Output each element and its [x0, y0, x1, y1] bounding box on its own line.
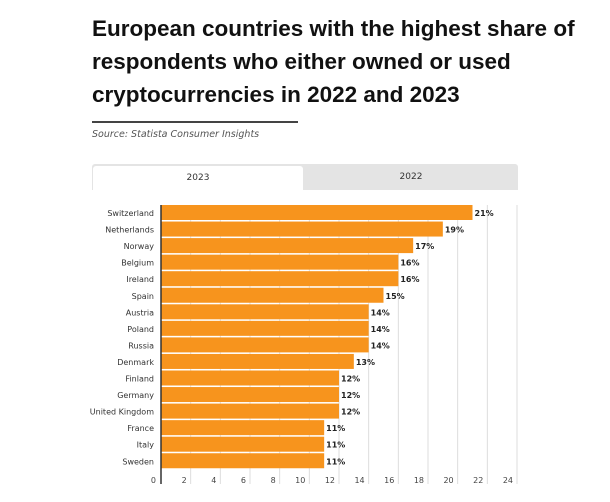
title-divider: [92, 121, 298, 123]
data-label: 21%: [475, 209, 494, 218]
x-tick-label: 0: [151, 476, 156, 485]
data-label: 16%: [400, 259, 419, 268]
data-label: 13%: [356, 358, 375, 367]
category-label: Poland: [127, 325, 154, 334]
x-tick-label: 22: [473, 476, 483, 485]
x-tick-label: 18: [414, 476, 424, 485]
chart-title: European countries with the highest shar…: [92, 16, 575, 107]
data-label: 11%: [326, 441, 345, 450]
bar: [161, 320, 369, 336]
data-label: 12%: [341, 391, 360, 400]
data-label: 14%: [371, 325, 390, 334]
bar: [161, 271, 399, 287]
category-label: Netherlands: [105, 226, 154, 235]
data-label: 12%: [341, 408, 360, 417]
x-tick-label: 8: [271, 476, 276, 485]
header: European countries with the highest shar…: [92, 12, 602, 141]
bar: [161, 205, 473, 220]
bar: [161, 304, 369, 320]
bar: [161, 370, 339, 386]
x-tick-label: 12: [325, 476, 335, 485]
category-label: Italy: [137, 441, 155, 450]
bar: [161, 221, 443, 237]
bar: [161, 353, 354, 369]
bar: [161, 337, 369, 353]
category-label: Switzerland: [107, 209, 154, 218]
x-tick-label: 2: [182, 476, 187, 485]
tab-2022[interactable]: 2022: [399, 172, 423, 182]
tab-2023[interactable]: 2023: [93, 166, 303, 190]
bar: [161, 403, 339, 419]
category-label: Spain: [132, 292, 154, 301]
x-tick-label: 16: [384, 476, 394, 485]
x-tick-label: 6: [241, 476, 246, 485]
bar: [161, 238, 414, 254]
bar: [161, 254, 399, 270]
bar: [161, 453, 325, 469]
bar: [161, 420, 325, 436]
x-tick-label: 24: [503, 476, 513, 485]
year-tabs: 2023 2022: [92, 164, 518, 190]
data-label: 14%: [371, 341, 390, 350]
data-label: 17%: [415, 242, 434, 251]
category-label: Germany: [117, 391, 154, 400]
category-label: Finland: [125, 375, 154, 384]
x-tick-label: 20: [443, 476, 453, 485]
category-label: United Kingdom: [90, 408, 154, 417]
data-label: 12%: [341, 375, 360, 384]
x-tick-label: 10: [295, 476, 305, 485]
data-label: 16%: [400, 275, 419, 284]
data-label: 11%: [326, 457, 345, 466]
bar: [161, 387, 339, 403]
category-label: Sweden: [122, 457, 154, 466]
bar: [161, 287, 384, 303]
source-note: Source: Statista Consumer Insights: [92, 129, 260, 140]
data-label: 11%: [326, 424, 345, 433]
x-tick-label: 4: [211, 476, 216, 485]
category-label: France: [127, 424, 154, 433]
category-label: Ireland: [126, 275, 154, 284]
category-label: Russia: [128, 341, 154, 350]
bar: [161, 436, 325, 452]
x-tick-label: 14: [354, 476, 364, 485]
data-label: 15%: [386, 292, 405, 301]
category-label: Belgium: [121, 259, 154, 268]
category-label: Austria: [126, 308, 154, 317]
category-label: Denmark: [117, 358, 154, 367]
data-label: 14%: [371, 308, 390, 317]
category-label: Norway: [124, 242, 155, 251]
data-label: 19%: [445, 226, 464, 235]
